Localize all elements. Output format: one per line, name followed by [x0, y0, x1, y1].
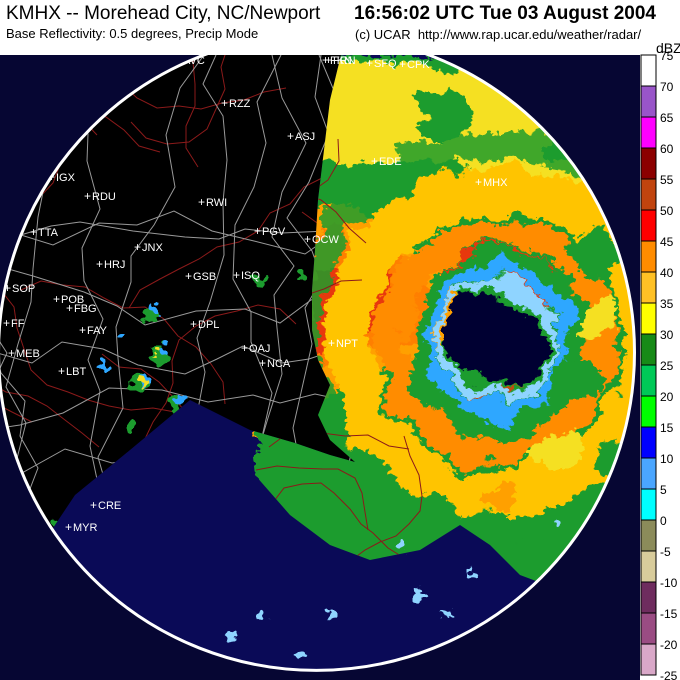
svg-text:60: 60 — [660, 142, 674, 156]
svg-text:-10: -10 — [660, 576, 678, 590]
svg-text:-15: -15 — [660, 607, 678, 621]
svg-text:-5: -5 — [660, 545, 671, 559]
svg-text:20: 20 — [660, 390, 674, 404]
svg-text:30: 30 — [660, 328, 674, 342]
svg-text:25: 25 — [660, 359, 674, 373]
svg-text:-20: -20 — [660, 638, 678, 652]
svg-text:35: 35 — [660, 297, 674, 311]
svg-text:10: 10 — [660, 452, 674, 466]
svg-text:15: 15 — [660, 421, 674, 435]
svg-text:70: 70 — [660, 80, 674, 94]
svg-text:55: 55 — [660, 173, 674, 187]
svg-text:45: 45 — [660, 235, 674, 249]
svg-text:50: 50 — [660, 204, 674, 218]
svg-text:-25: -25 — [660, 669, 678, 680]
svg-text:40: 40 — [660, 266, 674, 280]
svg-text:65: 65 — [660, 111, 674, 125]
svg-text:0: 0 — [660, 514, 667, 528]
svg-text:5: 5 — [660, 483, 667, 497]
svg-text:75: 75 — [660, 49, 674, 63]
